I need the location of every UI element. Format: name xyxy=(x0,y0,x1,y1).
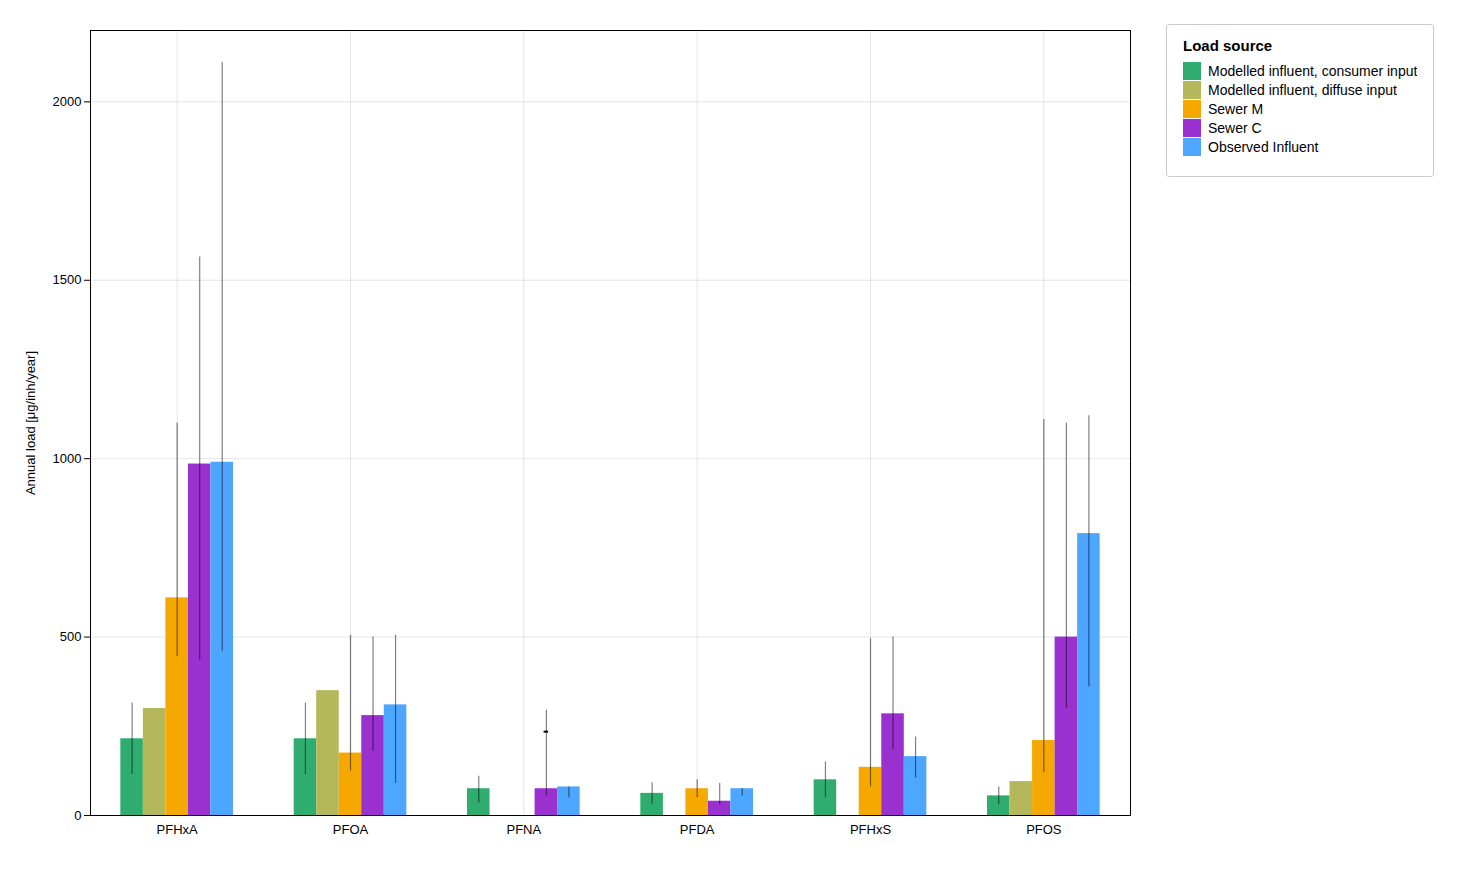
html-text:Modelled influent, diffuse inp: Modelled influent, diffuse input xyxy=(1208,82,1397,98)
html-text:Sewer M: Sewer M xyxy=(1208,101,1264,117)
svg-text:PFHxS: PFHxS xyxy=(850,822,892,837)
svg-text:0: 0 xyxy=(74,808,81,823)
svg-text:1500: 1500 xyxy=(53,272,82,287)
svg-text:PFNA: PFNA xyxy=(506,822,541,837)
svg-text:PFOS: PFOS xyxy=(1026,822,1062,837)
html-text:Load source: Load source xyxy=(1183,37,1273,54)
svg-text:PFOA: PFOA xyxy=(333,822,369,837)
html-text:Modelled influent, consumer in: Modelled influent, consumer input xyxy=(1208,63,1418,79)
svg-text:PFDA: PFDA xyxy=(680,822,715,837)
svg-text:Annual load [μg/inh/year]: Annual load [μg/inh/year] xyxy=(23,351,38,495)
svg-text:PFHxA: PFHxA xyxy=(157,822,199,837)
html-text:Sewer C: Sewer C xyxy=(1208,120,1262,136)
svg-text:500: 500 xyxy=(60,629,82,644)
svg-text:1000: 1000 xyxy=(53,451,82,466)
html-text:Observed Influent: Observed Influent xyxy=(1208,139,1319,155)
svg-text:2000: 2000 xyxy=(53,94,82,109)
